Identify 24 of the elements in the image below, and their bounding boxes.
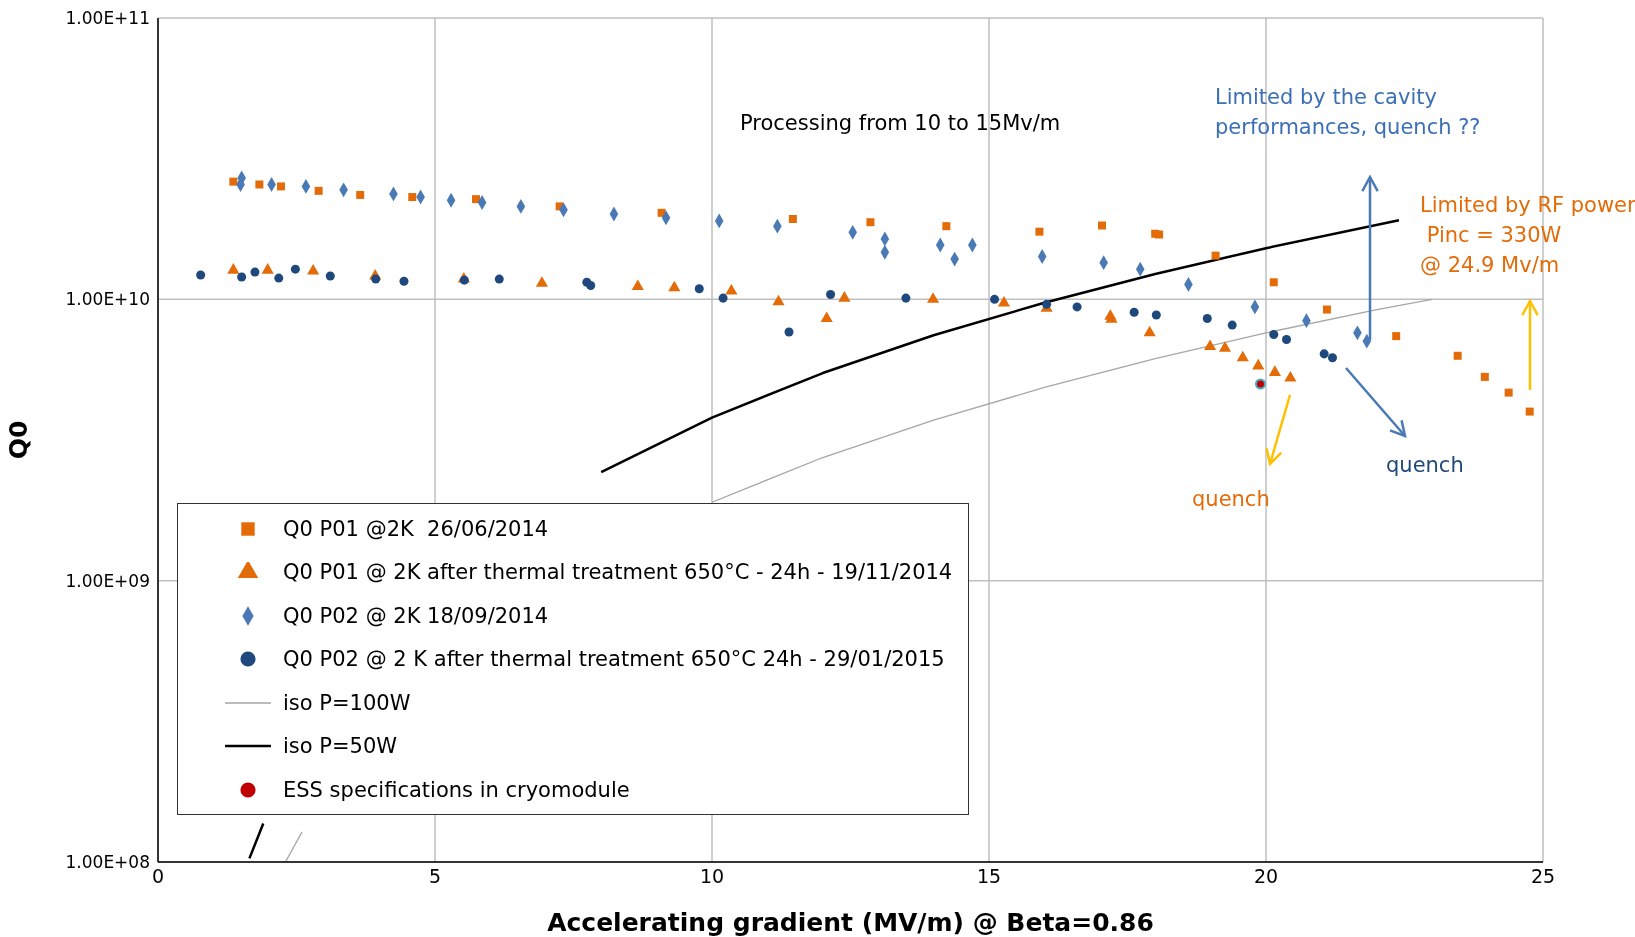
legend-label: iso P=50W: [283, 734, 398, 759]
legend-label: ESS specifications in cryomodule: [283, 777, 630, 802]
x-tick-label: 20: [1253, 865, 1279, 888]
x-tick-label: 15: [976, 865, 1002, 888]
y-tick-label: 1.00E+11: [65, 8, 150, 29]
legend-label: Q0 P01 @ 2K after thermal treatment 650°C - 24h - 19/11/2014: [283, 560, 953, 585]
x-axis-title: Accelerating gradient (MV/m) @ Beta=0.86: [547, 908, 1154, 937]
x-tick-label: 25: [1530, 865, 1556, 888]
annotation: quench: [1386, 452, 1464, 479]
y-tick-label: 1.00E+09: [65, 570, 150, 591]
y-tick-label: 1.00E+10: [65, 289, 150, 310]
annotation: quench: [1192, 486, 1270, 513]
legend-label: Q0 P02 @ 2K 18/09/2014: [283, 603, 549, 628]
annotation: Limited by the cavity performances, quench ??: [1215, 84, 1481, 141]
x-tick-label: 10: [699, 865, 725, 888]
legend-label: Q0 P01 @2K 26/06/2014: [283, 516, 549, 541]
y-axis-title: Q0: [3, 420, 33, 460]
annotation: Limited by RF power Pinc = 330W @ 24.9 Mv/m: [1420, 192, 1635, 279]
x-tick-label: 5: [428, 865, 442, 888]
legend-label: Q0 P02 @ 2 K after thermal treatment 650°C 24h - 29/01/2015: [283, 647, 945, 672]
x-tick-label: 0: [151, 865, 165, 888]
legend-label: iso P=100W: [283, 690, 411, 715]
annotation: Processing from 10 to 15Mv/m: [740, 110, 1061, 137]
y-tick-label: 1.00E+08: [65, 852, 150, 873]
